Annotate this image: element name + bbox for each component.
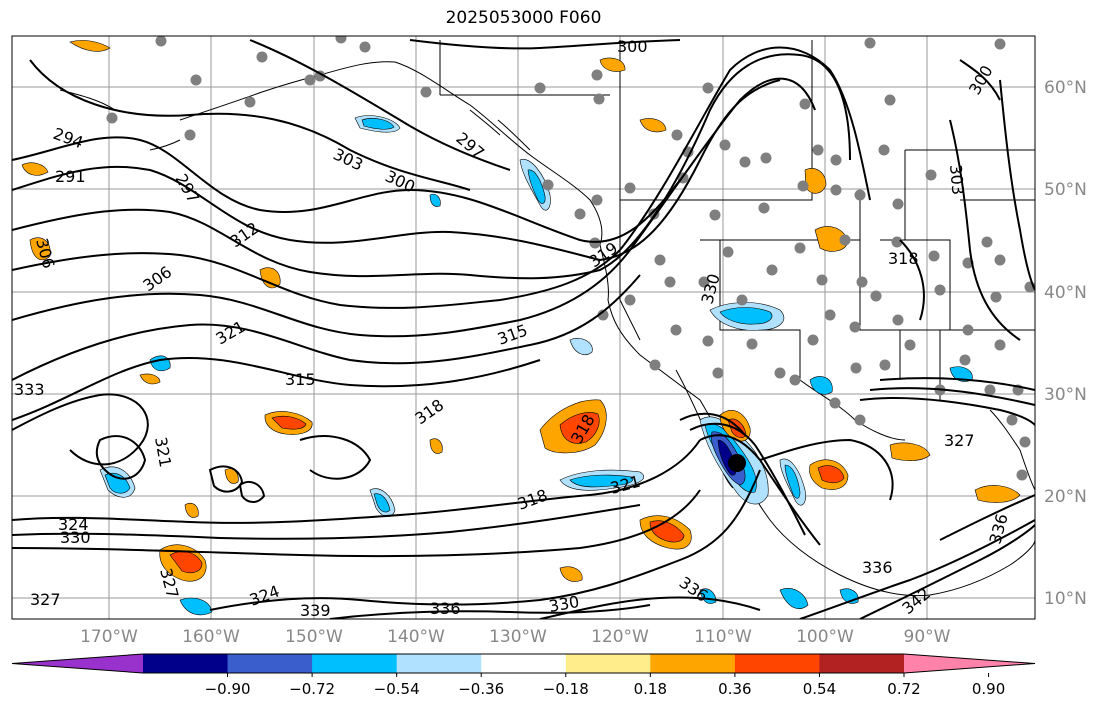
colorbar-tick-label: −0.18: [543, 680, 589, 698]
coastlines: [59, 40, 1035, 597]
lon-label: 120°W: [591, 627, 649, 647]
colorbar-tick-label: −0.54: [374, 680, 420, 698]
lon-label: 90°W: [904, 627, 951, 647]
contour-label: 300: [617, 37, 648, 56]
colorbar: −0.90 −0.72 −0.54 −0.36 −0.18 0.18 0.36 0.54 0.7…: [11, 653, 1036, 698]
contour-label: 303: [946, 164, 968, 196]
contour-label: 333: [14, 380, 45, 399]
colorbar-bin: [565, 654, 651, 673]
longitude-labels: 170°W 160°W 150°W 140°W 130°W 120°W 110°…: [80, 627, 951, 647]
gridlines: [12, 36, 1035, 619]
latitude-labels: 60°N 50°N 40°N 30°N 20°N 10°N: [1044, 78, 1087, 609]
lat-label: 60°N: [1044, 78, 1087, 98]
colorbar-bin: [650, 654, 736, 673]
contour-label: 339: [300, 601, 331, 620]
colorbar-tick-label: −0.90: [205, 680, 251, 698]
plot-frame: [11, 35, 1036, 620]
contour-label: 318: [888, 249, 919, 268]
colorbar-tick-label: −0.72: [289, 680, 335, 698]
colorbar-bin: [312, 654, 398, 673]
lon-label: 140°W: [387, 627, 445, 647]
contour-label: 324: [58, 515, 89, 534]
contour-label: 336: [430, 599, 461, 618]
station-dots: [106, 36, 1035, 481]
lat-label: 30°N: [1044, 385, 1087, 405]
lon-label: 160°W: [182, 627, 240, 647]
colorbar-tick-label: 0.18: [634, 680, 667, 698]
lon-label: 150°W: [285, 627, 343, 647]
contour-label: 327: [30, 590, 61, 609]
lon-label: 100°W: [796, 627, 854, 647]
lat-label: 20°N: [1044, 487, 1087, 507]
colorbar-bin: [819, 654, 905, 673]
colorbar-tick-label: 0.54: [803, 680, 836, 698]
lon-label: 130°W: [489, 627, 547, 647]
colorbar-tick-label: 0.90: [972, 680, 1005, 698]
lon-label: 170°W: [80, 627, 138, 647]
colorbar-bin: [481, 654, 567, 673]
colorbar-bin: [227, 654, 313, 673]
colorbar-tick-label: −0.36: [458, 680, 504, 698]
contour-label: 315: [285, 370, 316, 389]
colorbar-bin: [143, 654, 229, 673]
colorbar-extend-low: [12, 654, 143, 673]
colorbar-extend-high: [904, 654, 1035, 673]
lat-label: 50°N: [1044, 180, 1087, 200]
contour-label: 330: [60, 528, 91, 547]
contour-label: 336: [862, 558, 893, 577]
colorbar-tick-label: 0.72: [887, 680, 920, 698]
lat-label: 40°N: [1044, 283, 1087, 303]
low-center-marker: [728, 454, 746, 472]
colorbar-outline: [11, 653, 1036, 674]
theta-contours: [12, 39, 1035, 619]
contour-label: 291: [55, 167, 86, 186]
lat-label: 10°N: [1044, 589, 1087, 609]
colorbar-bin: [734, 654, 820, 673]
map-title: 2025053000 F060: [445, 8, 602, 28]
colorbar-tick-label: 0.36: [718, 680, 751, 698]
colorbar-bin: [396, 654, 482, 673]
contour-label: 327: [944, 431, 975, 450]
lon-label: 110°W: [694, 627, 752, 647]
